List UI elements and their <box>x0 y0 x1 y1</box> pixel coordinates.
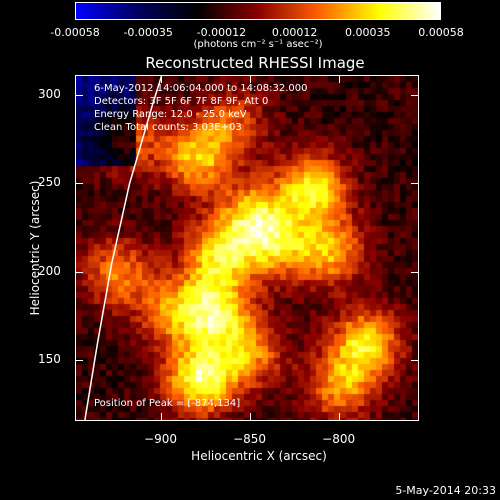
limb-curve <box>84 76 163 420</box>
tick-mark <box>249 413 251 421</box>
colorbar-tick-label: 0.00058 <box>418 26 464 39</box>
tick-mark <box>338 413 340 421</box>
annotation-energy: Energy Range: 12.0 - 25.0 keV <box>94 109 247 120</box>
colorbar-unit: (photons cm⁻² s⁻¹ asec⁻²) <box>193 39 323 50</box>
tick-mark <box>75 183 83 185</box>
tick-mark <box>411 183 419 185</box>
y-tick-label: 150 <box>38 352 61 367</box>
plot-title: Reconstructed RHESSI Image <box>145 54 365 72</box>
colorbar-tick-label: -0.00035 <box>123 26 173 39</box>
colorbar-tick-label: -0.00012 <box>196 26 247 39</box>
y-tick-label: 300 <box>38 86 61 101</box>
annotation-clean: Clean Total counts: 3.03E+03 <box>94 122 242 133</box>
colorbar <box>75 2 441 20</box>
colorbar-tick-label: 0.00012 <box>271 26 318 39</box>
tick-mark <box>75 271 83 273</box>
tick-mark <box>75 94 83 96</box>
heatmap-image <box>76 76 418 420</box>
x-tick-label: −900 <box>144 432 177 446</box>
tick-mark <box>338 75 340 83</box>
tick-mark <box>160 413 162 421</box>
x-axis-label: Heliocentric X (arcsec) <box>191 449 327 463</box>
peak-position-label: Position of Peak = [-874,134] <box>94 398 241 409</box>
colorbar-gradient <box>76 3 440 19</box>
tick-mark <box>411 271 419 273</box>
tick-mark <box>160 75 162 83</box>
annotation-time: 6-May-2012 14:06:04.000 to 14:08:32.000 <box>94 83 308 94</box>
tick-mark <box>411 94 419 96</box>
footer-date: 5-May-2014 20:33 <box>395 484 496 497</box>
colorbar-tick-label: 0.00035 <box>345 26 391 39</box>
y-tick-label: 200 <box>38 263 61 278</box>
x-tick-label: −800 <box>322 432 356 446</box>
tick-mark <box>249 75 251 83</box>
y-axis-label: Heliocentric Y (arcsec) <box>28 180 42 316</box>
annotation-detectors: Detectors: 3F 5F 6F 7F 8F 9F, Att 0 <box>94 96 269 107</box>
plot-area: 6-May-2012 14:06:04.000 to 14:08:32.000 … <box>75 75 419 421</box>
tick-mark <box>411 360 419 362</box>
x-tick-label: −850 <box>233 432 267 446</box>
solar-limb-line <box>84 76 163 420</box>
tick-mark <box>75 360 83 362</box>
y-tick-label: 250 <box>38 175 61 190</box>
colorbar-tick-label: -0.00058 <box>50 26 100 39</box>
